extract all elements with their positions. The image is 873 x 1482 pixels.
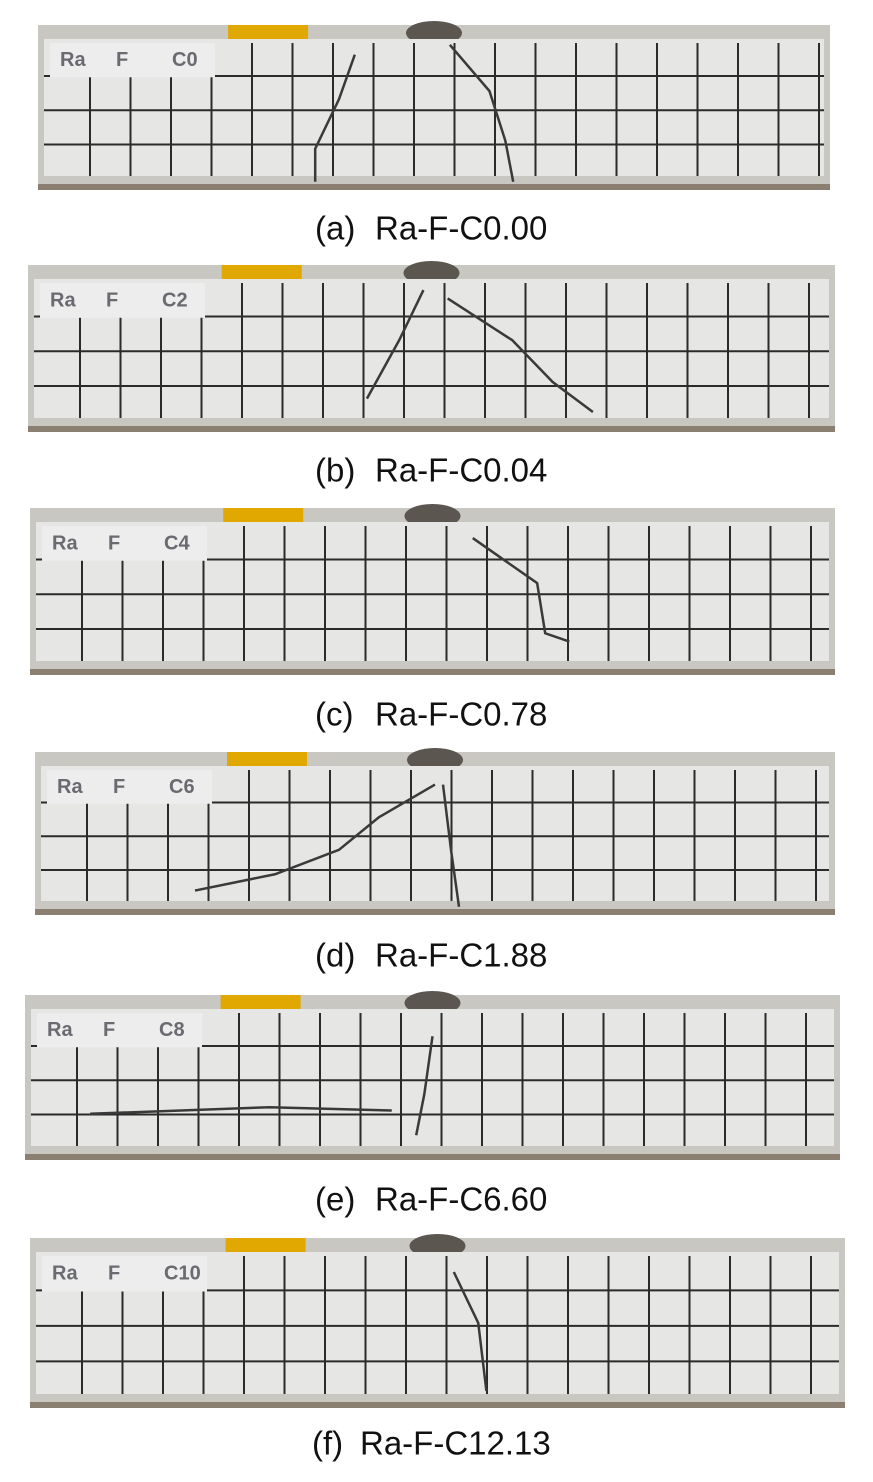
caption-tag: (e) [315, 1181, 355, 1218]
caption-tag: (b) [315, 452, 355, 489]
crack [452, 1271, 488, 1392]
support-block [221, 265, 302, 279]
specimen-label: F [108, 1263, 120, 1285]
caption-tag: (d) [315, 937, 355, 974]
specimen-label: F [106, 289, 118, 311]
specimen-label: Ra [57, 776, 83, 798]
specimen-photo: Ra F C0 [38, 21, 830, 190]
specimen-photo: Ra F C10 [30, 1234, 845, 1408]
caption-tag: (f) [312, 1425, 343, 1462]
label-area [42, 526, 207, 561]
specimen-label: Ra [50, 289, 76, 311]
specimen-label: C8 [159, 1019, 185, 1041]
photo-bottom [30, 669, 835, 675]
photo-bottom [30, 1402, 845, 1408]
photo-bottom [28, 426, 835, 432]
label-area [37, 1013, 202, 1048]
support-block [227, 752, 307, 766]
caption: Ra-F-C1.88 [375, 937, 547, 974]
caption: Ra-F-C0.04 [375, 452, 547, 489]
label-area [40, 283, 205, 318]
caption: Ra-F-C6.60 [375, 1181, 547, 1218]
label-area [42, 1256, 207, 1292]
specimen-label: C2 [162, 289, 188, 311]
caption: Ra-F-C12.13 [360, 1425, 551, 1462]
specimen-photo: Ra F C4 [30, 504, 835, 675]
crack [414, 1036, 434, 1136]
specimen-photo: Ra F C8 [25, 991, 840, 1160]
specimen-label: C10 [164, 1263, 201, 1285]
specimen-label: F [108, 532, 120, 554]
specimen-photo: Ra F C2 [28, 261, 835, 432]
crack [90, 1105, 392, 1116]
specimen-label: Ra [52, 532, 78, 554]
crack [446, 297, 594, 413]
label-area [50, 43, 215, 78]
crack [365, 289, 425, 400]
specimen-label: C6 [169, 776, 195, 798]
caption: Ra-F-C0.78 [375, 696, 547, 733]
specimen-label: F [116, 49, 128, 71]
specimen-label: F [113, 776, 125, 798]
photo-bottom [38, 184, 830, 190]
crack [194, 783, 436, 892]
specimen-label: F [103, 1019, 115, 1041]
caption-tag: (c) [315, 696, 353, 733]
crack [441, 784, 461, 908]
specimen-label: C4 [164, 532, 190, 554]
photo-bottom [25, 1154, 840, 1160]
specimen-photo: Ra F C6 [35, 748, 835, 915]
specimen-label: Ra [60, 49, 86, 71]
support-block [228, 25, 309, 39]
crack [313, 54, 356, 182]
specimen-label: Ra [47, 1019, 73, 1041]
caption-tag: (a) [315, 210, 355, 247]
support-block [220, 995, 301, 1009]
crack [472, 537, 570, 643]
specimen-label: Ra [52, 1263, 78, 1285]
specimen-label: C0 [172, 49, 198, 71]
support-block [225, 1238, 306, 1252]
label-area [47, 770, 212, 804]
support-block [223, 508, 304, 522]
crack [448, 43, 515, 182]
caption: Ra-F-C0.00 [375, 210, 547, 247]
photo-bottom [35, 909, 835, 915]
